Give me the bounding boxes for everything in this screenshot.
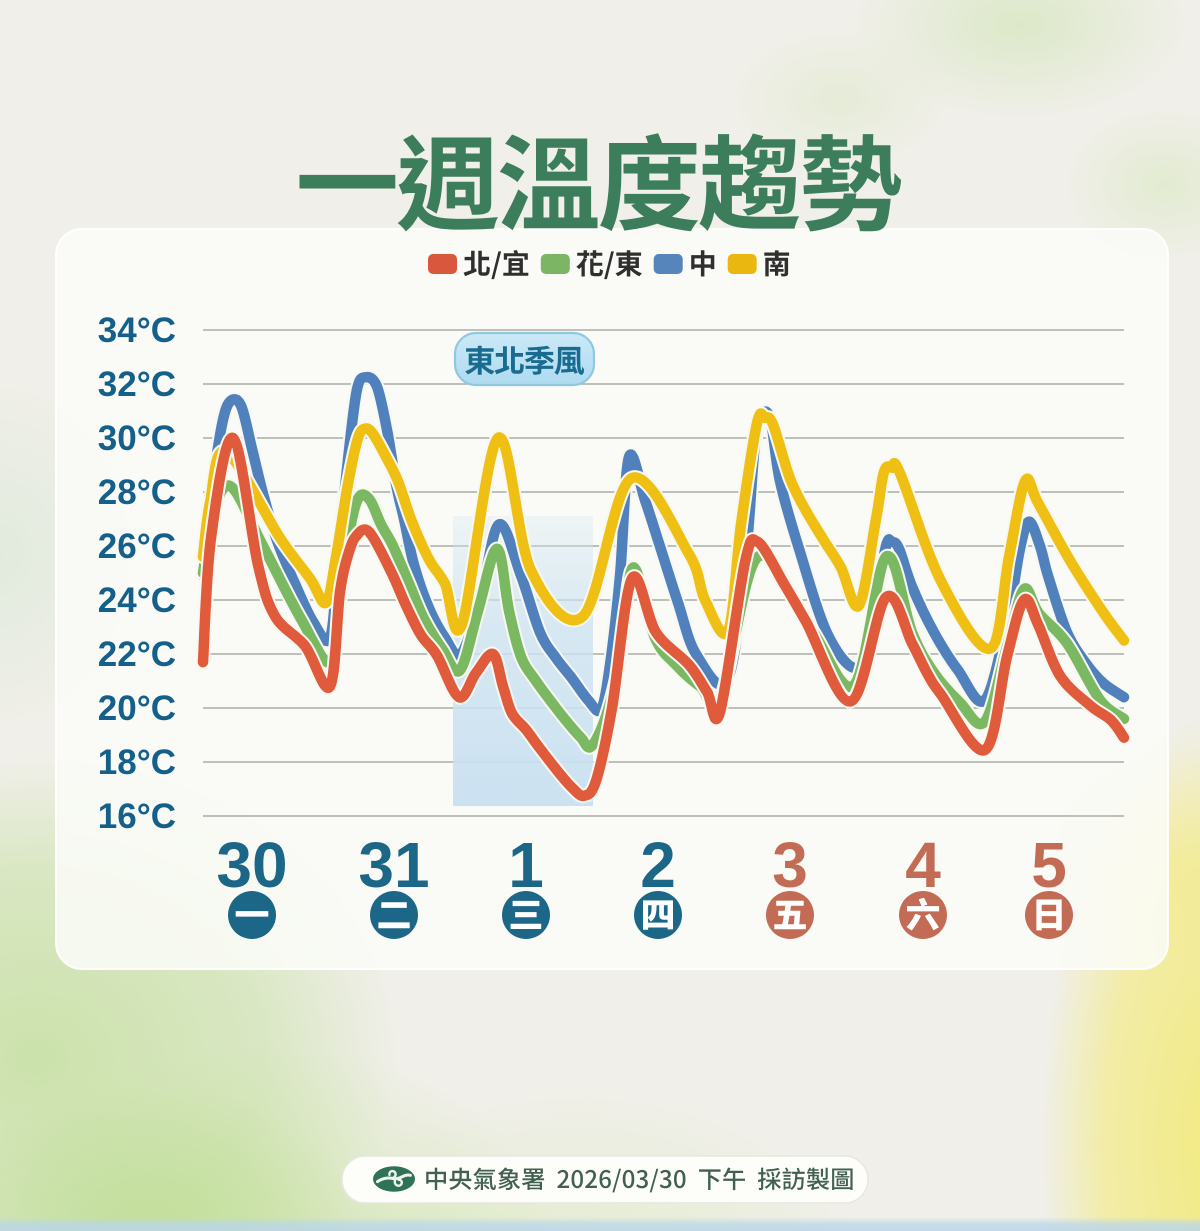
- svg-text:24°C: 24°C: [98, 581, 176, 620]
- svg-text:5: 5: [1031, 829, 1067, 901]
- svg-text:18°C: 18°C: [98, 743, 176, 782]
- svg-text:20°C: 20°C: [98, 689, 176, 728]
- svg-text:30: 30: [216, 829, 287, 901]
- svg-text:32°C: 32°C: [98, 365, 176, 404]
- svg-text:28°C: 28°C: [98, 473, 176, 512]
- svg-text:31: 31: [358, 829, 429, 901]
- svg-text:1: 1: [508, 829, 544, 901]
- svg-text:2: 2: [640, 829, 676, 901]
- svg-text:22°C: 22°C: [98, 635, 176, 674]
- svg-text:26°C: 26°C: [98, 527, 176, 566]
- svg-text:34°C: 34°C: [98, 311, 176, 350]
- svg-text:3: 3: [772, 829, 808, 901]
- svg-text:16°C: 16°C: [98, 797, 176, 836]
- svg-text:4: 4: [905, 829, 941, 901]
- svg-text:30°C: 30°C: [98, 419, 176, 458]
